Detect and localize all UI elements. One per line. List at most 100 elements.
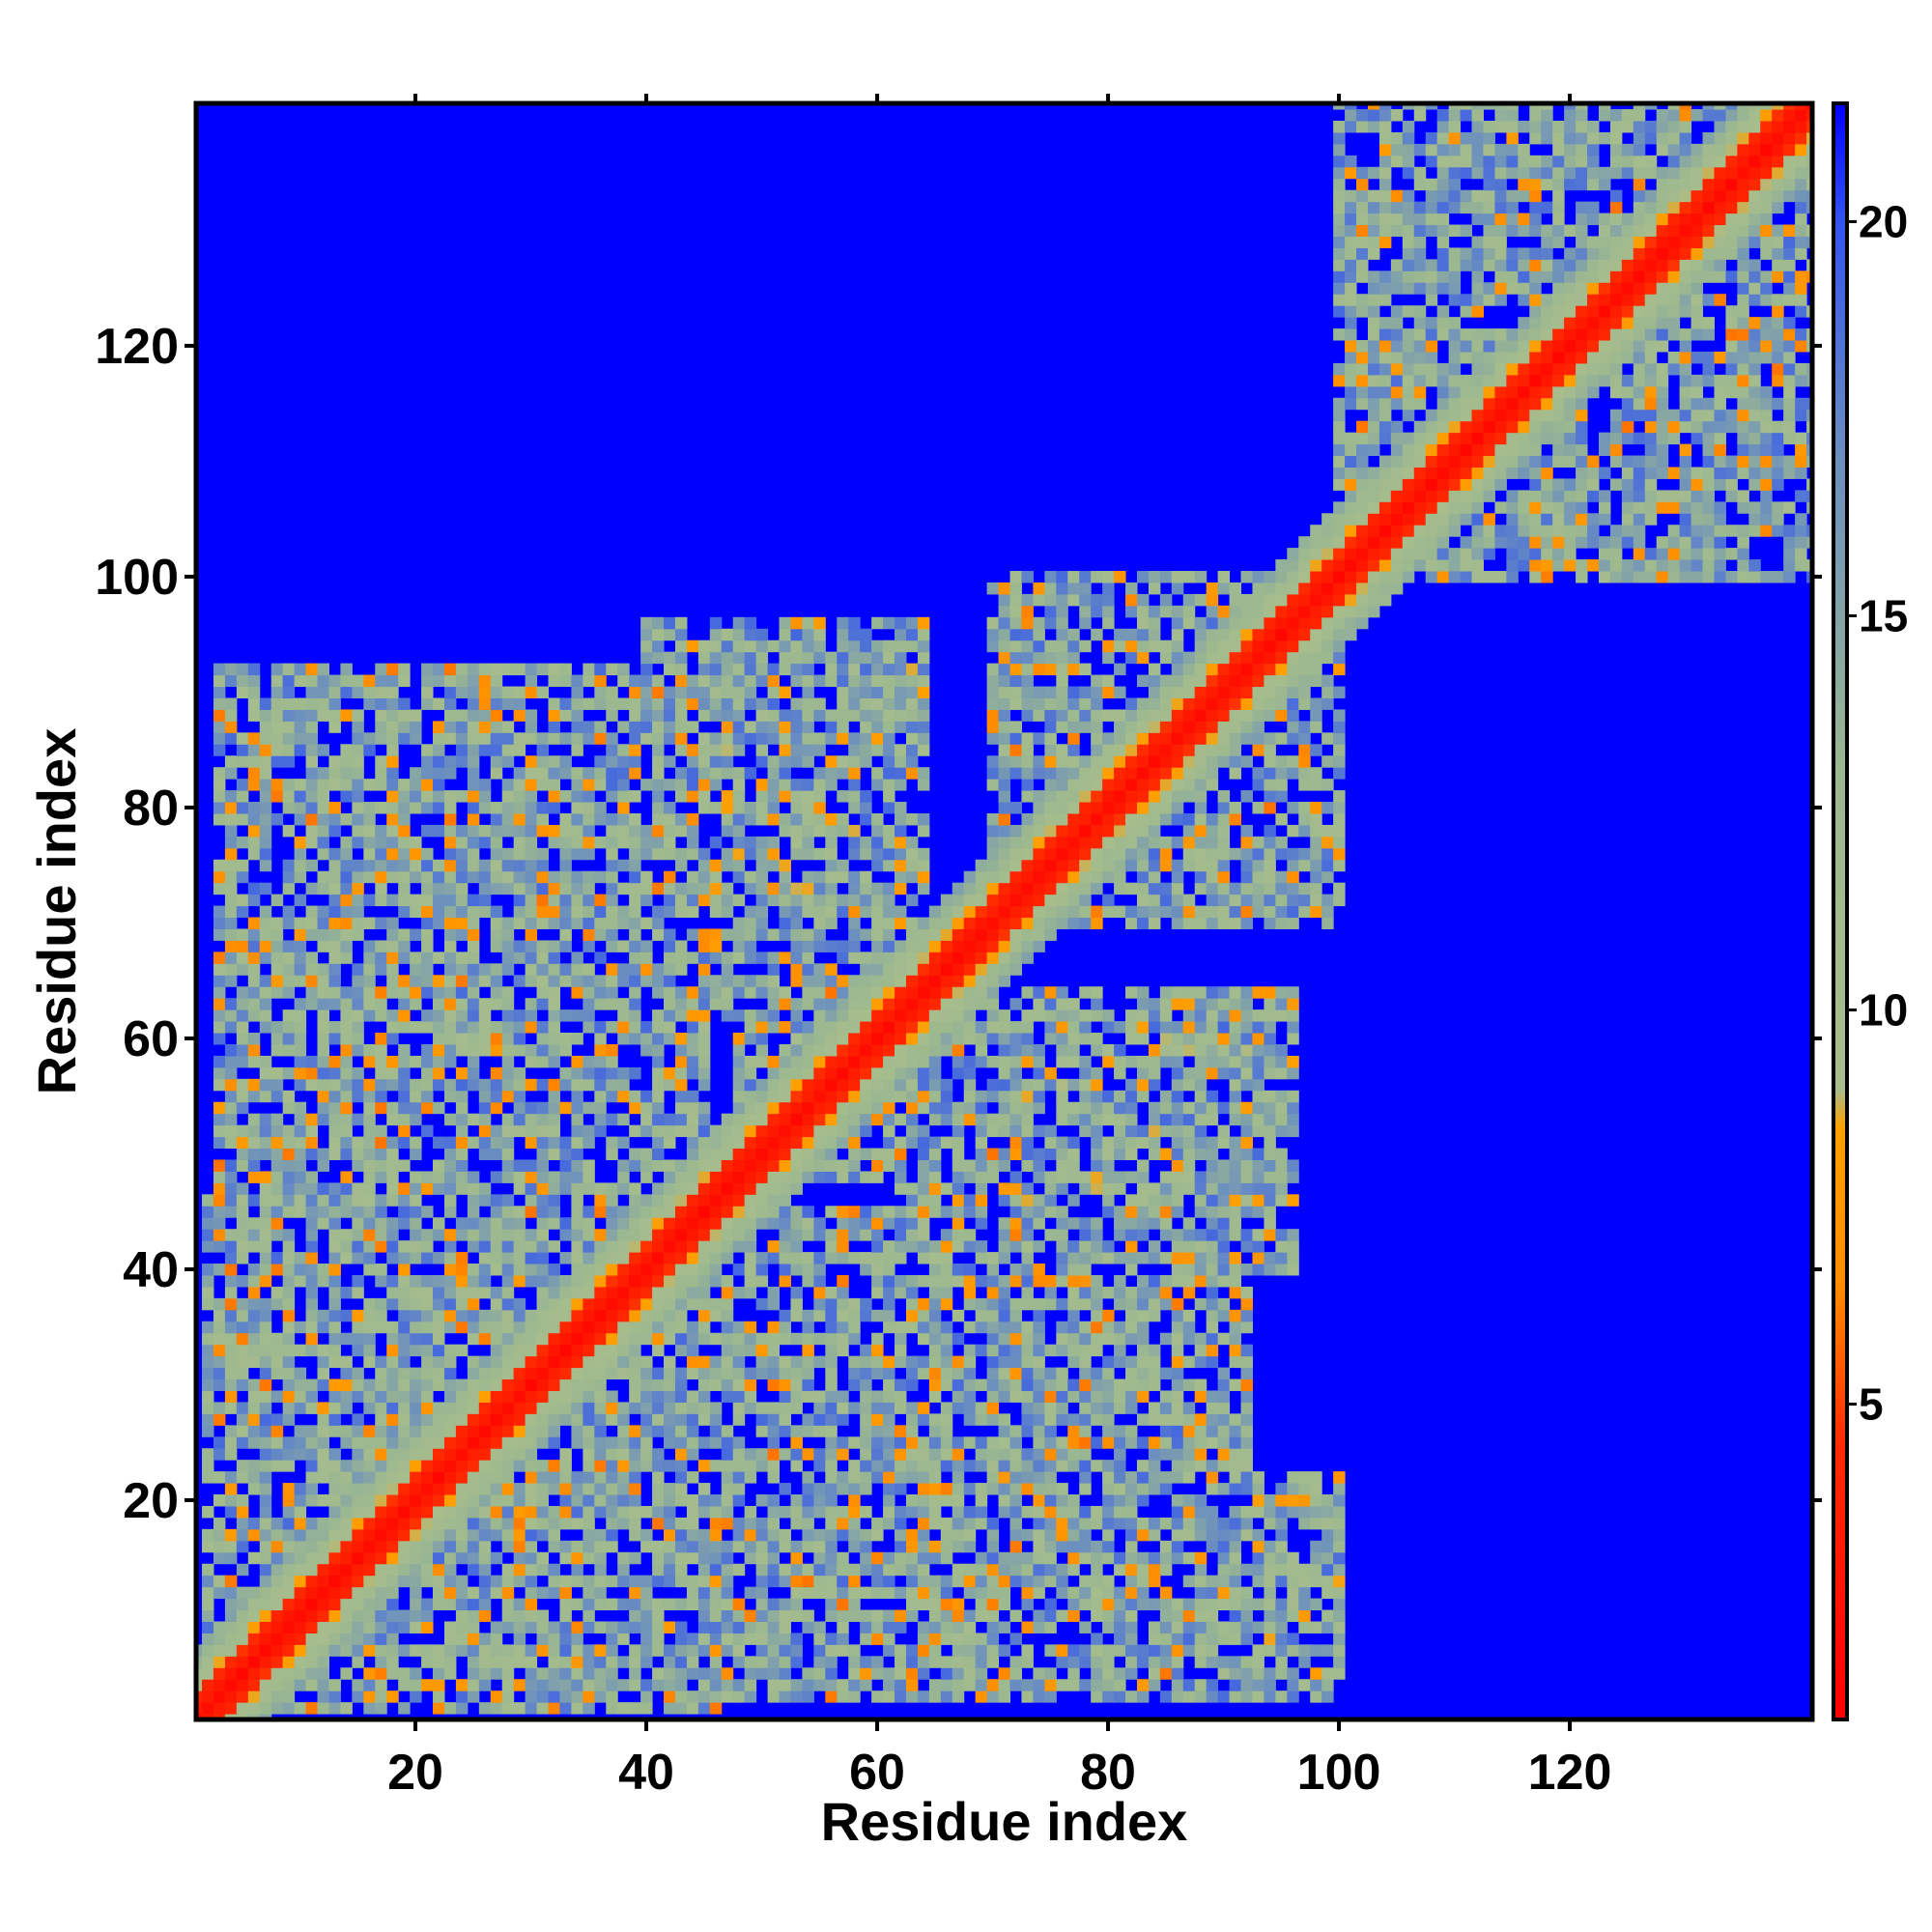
- heatmap-cell: [352, 1483, 364, 1495]
- heatmap-cell: [352, 1274, 364, 1288]
- heatmap-cell: [548, 721, 560, 733]
- heatmap-cell: [247, 1055, 261, 1068]
- heatmap-cell: [352, 1586, 364, 1600]
- heatmap-cell: [236, 1563, 249, 1577]
- heatmap-cell: [790, 952, 803, 964]
- heatmap-cell: [433, 1483, 445, 1495]
- heatmap-cell: [860, 1055, 872, 1068]
- heatmap-cell: [860, 1344, 872, 1357]
- heatmap-cell: [952, 1264, 965, 1276]
- heatmap-cell: [467, 1078, 480, 1092]
- heatmap-cell: [928, 1090, 942, 1103]
- heatmap-cell: [709, 882, 723, 895]
- heatmap-cell: [767, 767, 781, 780]
- heatmap-cell: [513, 824, 526, 838]
- heatmap-cell: [294, 1436, 307, 1449]
- heatmap-cell: [905, 975, 919, 987]
- heatmap-cell: [247, 1090, 261, 1103]
- heatmap-cell: [247, 1483, 261, 1495]
- heatmap-cell: [490, 1633, 503, 1645]
- heatmap-cell: [467, 1679, 480, 1691]
- heatmap-cell: [467, 1206, 480, 1218]
- heatmap-cell: [755, 663, 769, 676]
- heatmap-cell: [352, 812, 364, 826]
- heatmap-cell: [617, 1344, 630, 1357]
- heatmap-cell: [952, 905, 965, 919]
- heatmap-cell: [790, 663, 803, 676]
- heatmap-cell: [629, 986, 641, 999]
- heatmap-cell: [905, 1460, 919, 1472]
- heatmap-cell: [813, 732, 826, 745]
- heatmap-cell: [410, 1078, 422, 1092]
- heatmap-cell: [871, 732, 884, 745]
- heatmap-cell: [536, 1206, 550, 1218]
- heatmap-cell: [478, 1332, 492, 1346]
- heatmap-cell: [883, 928, 895, 941]
- heatmap-cell: [536, 1332, 550, 1346]
- heatmap-cell: [802, 1136, 814, 1150]
- heatmap-cell: [467, 732, 480, 745]
- heatmap-cell: [443, 1309, 457, 1322]
- heatmap-cell: [837, 812, 849, 826]
- heatmap-cell: [697, 1309, 711, 1322]
- heatmap-cell: [709, 1413, 723, 1426]
- heatmap-cell: [975, 1378, 988, 1391]
- heatmap-cell: [340, 1021, 353, 1034]
- heatmap-cell: [317, 1690, 329, 1703]
- heatmap-cell: [501, 1090, 515, 1103]
- heatmap-cell: [363, 1621, 376, 1634]
- heatmap-cell: [559, 732, 572, 745]
- heatmap-cell: [433, 1494, 445, 1507]
- heatmap-cell: [196, 1679, 203, 1691]
- heatmap-cell: [686, 1136, 699, 1150]
- heatmap-cell: [732, 1182, 746, 1195]
- heatmap-cell: [837, 1066, 849, 1080]
- heatmap-cell: [247, 824, 261, 838]
- heatmap-cell: [837, 755, 849, 768]
- heatmap-cell: [652, 847, 665, 861]
- heatmap-cell: [559, 1332, 572, 1346]
- heatmap-cell: [443, 663, 457, 676]
- heatmap-cell: [594, 1483, 607, 1495]
- heatmap-cell: [652, 812, 665, 826]
- heatmap-cell: [501, 1598, 515, 1611]
- heatmap-cell: [536, 1679, 550, 1691]
- heatmap-cell: [270, 1297, 284, 1311]
- heatmap-cell: [525, 1575, 538, 1588]
- heatmap-cell: [905, 1413, 919, 1426]
- heatmap-cell: [928, 905, 942, 919]
- heatmap-cell: [871, 616, 884, 630]
- heatmap-cell: [686, 1436, 699, 1449]
- heatmap-cell: [744, 905, 757, 919]
- heatmap-cell: [433, 1540, 445, 1553]
- heatmap-cell: [895, 651, 907, 665]
- heatmap-cell: [917, 1297, 930, 1311]
- heatmap-cell: [548, 790, 560, 803]
- heatmap-cell: [895, 847, 907, 861]
- heatmap-cell: [513, 1297, 526, 1311]
- heatmap-cell: [755, 1090, 769, 1103]
- heatmap-cell: [848, 975, 861, 987]
- heatmap-cell: [606, 1217, 618, 1230]
- heatmap-cell: [259, 1066, 272, 1080]
- heatmap-cell: [732, 1217, 746, 1230]
- heatmap-cell: [421, 663, 434, 676]
- heatmap-cell: [236, 1055, 249, 1068]
- heatmap-cell: [340, 1505, 353, 1519]
- heatmap-cell: [883, 940, 895, 952]
- heatmap-cell: [606, 732, 618, 745]
- heatmap-cell: [548, 1136, 560, 1150]
- heatmap-cell: [905, 1090, 919, 1103]
- heatmap-cell: [421, 1055, 434, 1068]
- heatmap-cell: [744, 1124, 757, 1138]
- heatmap-cell: [236, 779, 249, 791]
- heatmap-cell: [697, 1043, 711, 1057]
- heatmap-cell: [837, 824, 849, 838]
- heatmap-cell: [559, 1505, 572, 1519]
- heatmap-cell: [755, 674, 769, 688]
- heatmap-cell: [652, 686, 665, 698]
- heatmap-cell: [905, 1229, 919, 1241]
- heatmap-cell: [202, 1644, 214, 1657]
- heatmap-cell: [224, 697, 238, 710]
- heatmap-cell: [928, 1471, 942, 1484]
